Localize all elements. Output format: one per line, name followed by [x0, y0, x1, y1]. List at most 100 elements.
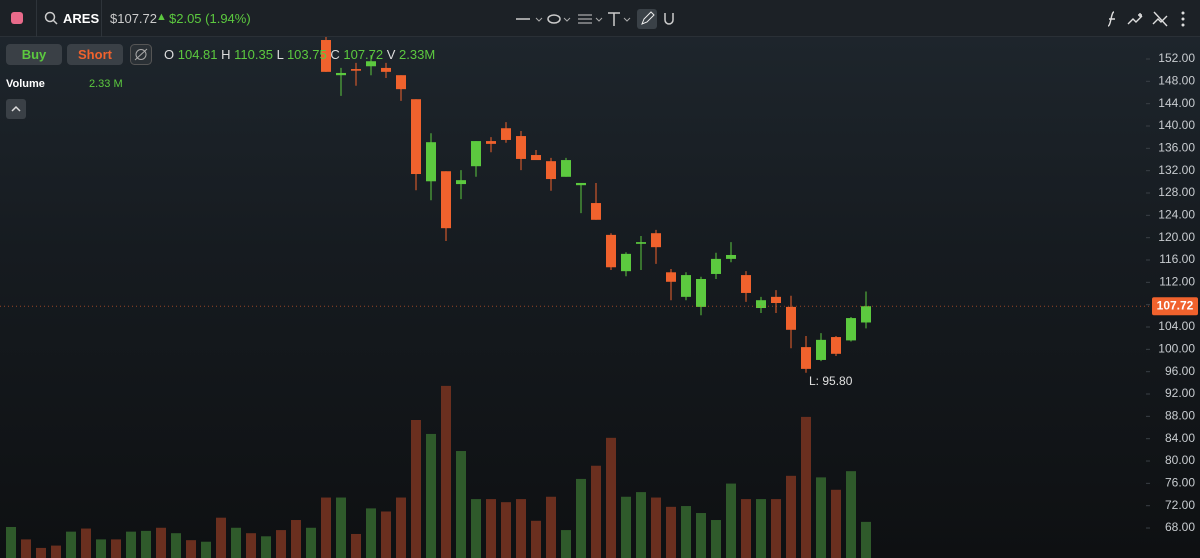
- last-price-label: 107.72: [1157, 298, 1194, 312]
- volume-bar: [336, 497, 346, 558]
- volume-bar: [666, 506, 676, 558]
- color-tag[interactable]: [11, 12, 23, 24]
- volume-bar: [6, 526, 16, 558]
- candle-body: [621, 253, 631, 272]
- candle-body: [576, 182, 586, 186]
- chart-tools[interactable]: [1100, 8, 1195, 30]
- ohlc-legend: O 104.81 H 110.35 L 103.75 C 107.72 V 2.…: [164, 47, 435, 62]
- volume-bar: [801, 416, 811, 558]
- volume-bar: [126, 531, 136, 558]
- volume-title: Volume: [6, 78, 45, 90]
- buy-button[interactable]: Buy: [6, 44, 62, 65]
- price-axis: 68.00 72.00 76.00 80.00 84.00 88.00 92.00 96.00…: [0, 51, 1198, 534]
- candle-body: [351, 69, 361, 71]
- y-tick-label: 92.00: [1165, 386, 1195, 400]
- drawing-tools[interactable]: [510, 8, 680, 30]
- volume-bar: [21, 539, 31, 558]
- volume-bar: [726, 483, 736, 558]
- candle-body: [861, 306, 871, 323]
- y-tick-label: 68.00: [1165, 520, 1195, 534]
- price: $107.72: [110, 11, 157, 26]
- y-tick-label: 148.00: [1158, 74, 1195, 88]
- y-tick-label: 116.00: [1159, 252, 1195, 266]
- search-icon[interactable]: [44, 11, 58, 25]
- volume-bar: [291, 520, 301, 558]
- volume-bar: [111, 539, 121, 558]
- volume-bar: [471, 499, 481, 558]
- candle-body: [546, 161, 556, 180]
- y-tick-label: 80.00: [1165, 453, 1195, 467]
- last-price-tag: [1152, 297, 1198, 316]
- candle-body: [651, 233, 661, 248]
- volume-bar: [201, 541, 211, 558]
- candle-body: [666, 272, 676, 282]
- volume-bar: [381, 511, 391, 558]
- volume-bar: [591, 465, 601, 558]
- candle-body: [531, 155, 541, 161]
- candle-body: [501, 128, 511, 140]
- volume-bar: [636, 492, 646, 558]
- divider: [101, 0, 102, 37]
- symbol[interactable]: ARES: [63, 11, 100, 26]
- toolbar: ARES $107.72 ▲ $2.05 (1.94%): [0, 0, 1200, 37]
- short-button[interactable]: Short: [67, 44, 123, 65]
- y-tick-label: 128.00: [1158, 185, 1195, 199]
- volume-value: 2.33 M: [89, 78, 123, 90]
- low-annotation: L: 95.80: [809, 374, 853, 388]
- volume-bar: [561, 530, 571, 558]
- label: O: [164, 47, 175, 62]
- volume-bar: [306, 527, 316, 558]
- close-value: 107.72: [343, 47, 384, 62]
- volume-bar: [66, 531, 76, 558]
- y-tick-label: 76.00: [1165, 476, 1195, 490]
- candle-body: [561, 160, 571, 177]
- candle-body: [456, 180, 466, 185]
- volume-bar: [786, 475, 796, 558]
- volume-bar: [456, 451, 466, 558]
- divider: [36, 0, 37, 37]
- volume-bar: [546, 496, 556, 558]
- y-tick-label: 120.00: [1158, 230, 1195, 244]
- volume-bar: [771, 499, 781, 558]
- volume-bar: [741, 499, 751, 558]
- candle-body: [426, 142, 436, 182]
- volume-bar: [51, 545, 61, 558]
- volume-bar: [276, 530, 286, 558]
- candle-body: [711, 258, 721, 274]
- volume-bar: [516, 499, 526, 558]
- volume-bar: [216, 517, 226, 558]
- candle-layer: [321, 37, 871, 373]
- candle-body: [516, 136, 526, 159]
- volume-bar: [186, 540, 196, 558]
- label: L: [276, 47, 284, 62]
- candle-body: [441, 171, 451, 229]
- volume-bar: [81, 528, 91, 558]
- hide-button[interactable]: [130, 44, 152, 65]
- volume-bar: [411, 419, 421, 558]
- volume-bar: [321, 497, 331, 558]
- candle-body: [771, 296, 781, 303]
- candle-body: [726, 254, 736, 259]
- volume-bar: [576, 478, 586, 558]
- candle-body: [831, 337, 841, 354]
- y-tick-label: 100.00: [1158, 342, 1195, 356]
- volume-bar: [606, 437, 616, 558]
- y-tick-label: 132.00: [1158, 163, 1195, 177]
- volume-bar: [621, 496, 631, 558]
- up-arrow: ▲: [156, 11, 167, 23]
- collapse-button[interactable]: [6, 99, 26, 119]
- volume-bar: [156, 527, 166, 558]
- volume-bar: [846, 471, 856, 558]
- volume-bar: [261, 536, 271, 558]
- candle-body: [321, 40, 331, 72]
- volume-bar: [36, 547, 46, 558]
- volume-bar: [426, 433, 436, 558]
- y-tick-label: 124.00: [1158, 208, 1195, 222]
- volume-bar: [861, 521, 871, 558]
- candle-body: [741, 275, 751, 293]
- volume-value: 2.33M: [399, 47, 436, 62]
- volume-layer: [6, 385, 871, 558]
- y-tick-label: 84.00: [1165, 431, 1195, 445]
